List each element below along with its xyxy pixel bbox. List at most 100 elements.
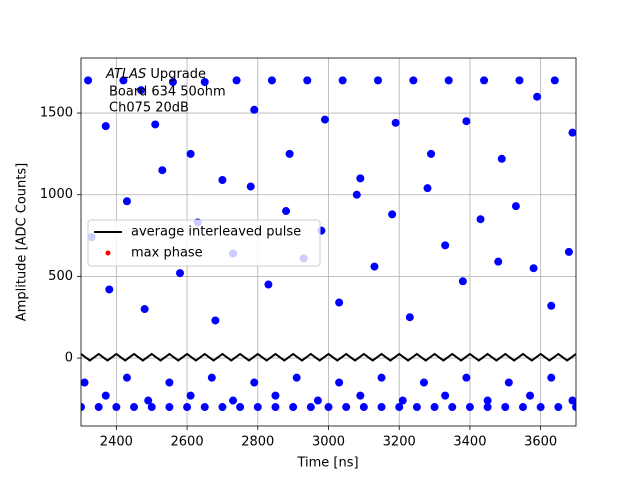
point [529,264,538,273]
plot-marks [81,76,576,412]
point [377,373,386,382]
y-tick-label: 1000 [40,187,73,202]
point [359,403,368,412]
point [84,76,93,85]
point [264,280,273,289]
annotation: ATLAS Upgrade [105,67,206,82]
point [176,269,184,278]
point [494,257,503,266]
point [320,115,329,124]
point [313,396,322,405]
point [568,128,576,137]
point [441,241,450,250]
point [419,378,428,387]
point [405,313,414,322]
point [423,184,432,193]
point [356,174,365,183]
point [250,105,259,114]
point [497,154,506,163]
point [144,396,153,405]
x-axis-label: Time [ns] [296,456,358,471]
point [122,373,131,382]
point [554,403,563,412]
point [306,403,315,412]
point [151,120,160,129]
point [137,86,146,95]
point [94,403,103,412]
point [547,373,556,382]
x-tick-label: 3200 [383,435,416,450]
point [147,403,156,412]
point [465,403,474,412]
point [267,76,276,85]
point [292,373,301,382]
point [430,403,439,412]
axes: 2400 2600 2800 3000 3200 3400 3600 0 500 1000 1500 [40,106,557,450]
point [253,403,262,412]
point [250,378,259,387]
point [511,202,520,211]
line [81,352,576,362]
x-tick-label: 2800 [241,435,274,450]
x-tick-label: 3000 [312,435,345,450]
point [374,76,382,85]
point [168,78,177,87]
point [236,403,245,412]
annotation-label: Upgrade [150,67,206,82]
point [335,378,344,387]
point [533,92,542,101]
point [101,391,110,400]
y-tick-label: 1500 [40,106,73,121]
point [547,301,556,310]
point [200,403,209,412]
point [122,197,131,206]
point [572,403,576,412]
y-tick-label: 500 [48,269,73,284]
point [271,391,280,400]
legend-label: max phase [131,246,203,261]
point [370,262,379,271]
point [232,76,241,85]
legend: average interleaved pulse max phase [87,219,321,267]
point [112,403,121,412]
point [448,403,457,412]
point [282,207,291,216]
point [338,76,347,85]
point [324,403,333,412]
point [119,76,128,85]
point [81,403,85,412]
point [518,403,527,412]
point [140,305,149,314]
point [480,76,489,85]
point [526,391,535,400]
point [391,118,400,127]
point [218,403,227,412]
point [165,403,174,412]
point [158,166,167,175]
point [388,210,397,219]
point [412,403,421,412]
point [335,298,344,307]
point [342,403,351,412]
point [564,247,573,256]
point [352,190,361,199]
point [398,396,407,405]
annotation-line: Ch075 20dB [109,101,189,116]
x-tick-label: 3400 [453,435,486,450]
point [303,76,312,85]
point [441,391,450,400]
point [200,78,209,87]
x-tick-label: 2400 [100,435,133,450]
point [183,403,192,412]
point [462,373,471,382]
x-tick-label: 2600 [171,435,204,450]
annotation-experiment: ATLAS [105,67,146,82]
point [483,396,492,405]
point [476,215,485,224]
point [536,403,545,412]
point [504,378,513,387]
point [409,76,418,85]
point [285,149,294,158]
point [427,149,436,158]
